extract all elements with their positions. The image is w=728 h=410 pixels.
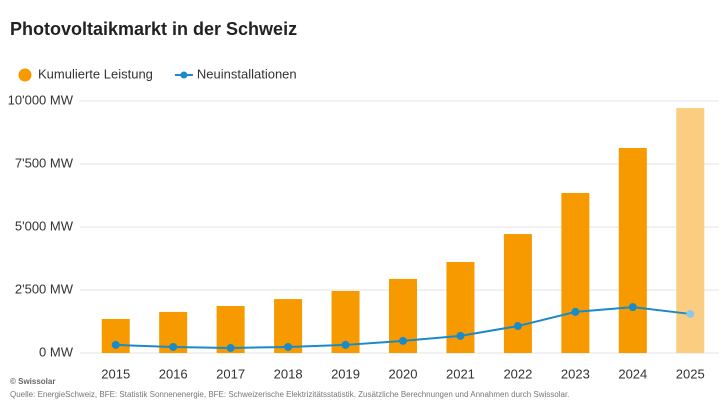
line-point xyxy=(111,340,120,349)
bar xyxy=(503,234,532,353)
x-tick-label: 2025 xyxy=(676,366,705,381)
y-tick-label: 2'500 MW xyxy=(15,281,74,296)
bar xyxy=(561,192,590,353)
line-point xyxy=(513,322,522,331)
legend-label: Neuinstallationen xyxy=(197,66,297,81)
line-point xyxy=(628,303,637,312)
line-point xyxy=(341,340,350,349)
line-point xyxy=(284,342,293,351)
y-tick-label: 5'000 MW xyxy=(15,218,74,233)
line-point xyxy=(571,307,580,316)
line-point xyxy=(169,342,178,351)
chart-title: Photovoltaikmarkt in der Schweiz xyxy=(10,19,297,39)
x-tick-label: 2016 xyxy=(159,366,188,381)
x-tick-label: 2023 xyxy=(561,366,590,381)
credit: © Swissolar xyxy=(10,377,55,386)
x-tick-label: 2024 xyxy=(618,366,647,381)
line-point xyxy=(399,336,407,345)
bar xyxy=(618,147,647,353)
legend-label: Kumulierte Leistung xyxy=(38,66,153,81)
x-tick-label: 2019 xyxy=(331,366,360,381)
y-tick-label: 7'500 MW xyxy=(15,155,74,170)
x-tick-label: 2017 xyxy=(216,366,245,381)
y-tick-label: 10'000 MW xyxy=(8,92,74,107)
line-point xyxy=(686,309,695,318)
x-tick-label: 2015 xyxy=(101,366,130,381)
line-point xyxy=(456,331,465,340)
y-tick-label: 0 MW xyxy=(39,344,74,359)
line-point xyxy=(226,343,235,352)
x-tick-label: 2018 xyxy=(274,366,303,381)
x-tick-label: 2022 xyxy=(503,366,532,381)
x-tick-label: 2021 xyxy=(446,366,475,381)
x-tick-label: 2020 xyxy=(389,366,418,381)
source: Quelle: EnergieSchweiz, BFE: Statistik S… xyxy=(10,390,569,399)
legend-swatch xyxy=(18,68,32,82)
legend-swatch xyxy=(180,71,188,79)
